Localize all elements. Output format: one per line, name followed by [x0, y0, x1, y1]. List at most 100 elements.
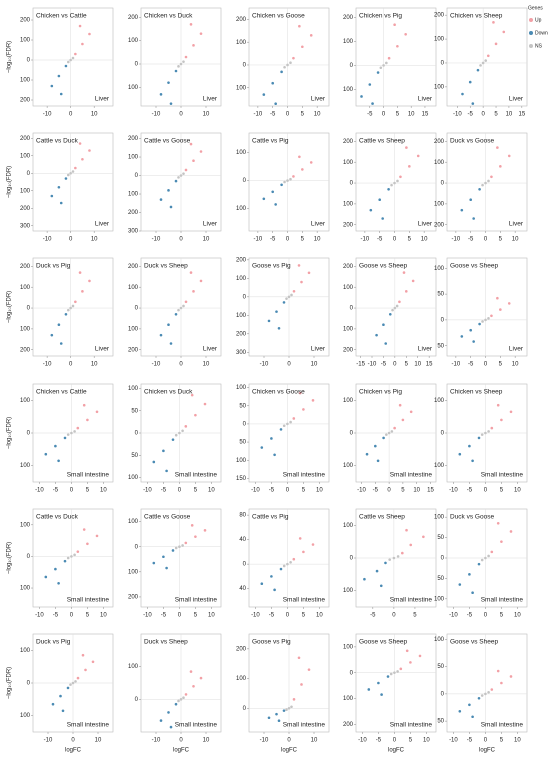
gene-point — [192, 684, 195, 688]
gene-point — [54, 567, 57, 571]
tissue-label: Small intestine — [283, 597, 326, 604]
gene-point — [66, 60, 70, 64]
x-tick-label: 10 — [514, 738, 521, 744]
y-axis-label: −log₁₀(FDR) — [7, 667, 13, 699]
gene-point — [192, 159, 195, 163]
x-tick-label: -10 — [152, 237, 161, 243]
gene-point — [484, 431, 487, 435]
gene-point — [86, 418, 89, 422]
gene-point — [57, 581, 60, 585]
gene-point — [184, 425, 188, 428]
y-tick-label: 100 — [236, 385, 247, 391]
gene-point — [398, 300, 401, 304]
panel-title: Goose vs Pig — [252, 263, 291, 270]
gene-point — [184, 693, 188, 696]
gene-point — [363, 577, 366, 581]
tissue-label: Small intestine — [481, 722, 524, 729]
y-tick-label: 200 — [236, 17, 247, 23]
y-tick-label: 100 — [343, 160, 354, 166]
panel-title: Chicken vs Pig — [359, 389, 402, 396]
gene-point — [360, 95, 363, 98]
x-tick-label: 5 — [405, 362, 409, 368]
gene-point — [177, 65, 180, 68]
y-tick-label: 100 — [128, 285, 139, 291]
y-tick-label: 100 — [20, 153, 31, 159]
x-tick-label: 10 — [512, 362, 519, 368]
x-tick-label: 0 — [286, 488, 290, 494]
gene-point — [385, 433, 388, 436]
gene-point — [95, 410, 99, 414]
y-tick-label: 200 — [20, 18, 31, 24]
gene-point — [458, 452, 462, 456]
panel-title: Cattle vs Pig — [252, 138, 289, 145]
plot-frame — [446, 257, 528, 357]
x-tick-label: 0 — [70, 613, 74, 619]
y-tick-label: 200 — [128, 210, 139, 216]
gene-point — [396, 44, 399, 48]
y-tick-label: 0 — [27, 431, 31, 437]
x-tick-label: 5 — [302, 613, 306, 619]
x-tick-label: 10 — [311, 362, 318, 368]
gene-point — [509, 530, 513, 533]
x-tick-label: 15 — [427, 488, 434, 494]
y-tick-label: 50 — [131, 408, 138, 414]
gene-point — [78, 24, 82, 28]
gene-point — [91, 660, 95, 664]
x-tick-label: -10 — [368, 362, 377, 368]
gene-point — [260, 446, 264, 449]
x-axis-label: logFC — [173, 748, 190, 754]
gene-point — [279, 428, 283, 431]
gene-point — [484, 692, 487, 696]
panel-title: Chicken vs Duck — [144, 13, 193, 20]
x-tick-label: -10 — [452, 362, 461, 368]
y-tick-label: 100 — [20, 648, 31, 654]
gene-point — [64, 177, 68, 180]
gene-point — [76, 426, 80, 430]
y-tick-label: 200 — [128, 595, 139, 601]
x-axis-label: logFC — [479, 748, 496, 754]
legend-swatch — [529, 18, 533, 22]
gene-point — [301, 168, 304, 171]
y-tick-label: 100 — [20, 326, 31, 332]
x-tick-label: -10 — [35, 613, 44, 619]
y-tick-label: 100 — [434, 398, 445, 404]
x-tick-label: 10 — [506, 112, 513, 118]
gene-point — [262, 197, 266, 201]
gene-point — [76, 676, 80, 680]
x-tick-label: 10 — [421, 237, 428, 243]
gene-point — [76, 550, 80, 553]
gene-point — [66, 173, 70, 177]
tissue-label: Small intestine — [175, 472, 218, 479]
gene-point — [487, 430, 490, 433]
tissue-label: Liver — [95, 96, 110, 103]
legend-swatch — [529, 44, 533, 48]
gene-point — [479, 64, 482, 67]
y-tick-label: 100 — [20, 522, 31, 528]
x-tick-label: -5 — [377, 237, 383, 243]
gene-point — [74, 680, 77, 683]
panel-title: Duck vs Goose — [450, 514, 494, 521]
y-tick-label: 200 — [343, 222, 354, 228]
gene-point — [300, 683, 303, 686]
y-tick-label: 100 — [343, 696, 354, 702]
x-tick-label: 5 — [301, 112, 305, 118]
tissue-label: Small intestine — [283, 722, 326, 729]
y-tick-label: 0 — [441, 431, 445, 437]
y-tick-label: 200 — [343, 347, 354, 353]
gene-point — [484, 59, 488, 62]
gene-point — [71, 681, 75, 685]
gene-point — [177, 176, 180, 179]
gene-point — [509, 410, 513, 414]
panel-title: Chicken vs Goose — [252, 13, 305, 20]
panel-title: Cattle vs Duck — [36, 514, 79, 521]
gene-point — [509, 675, 513, 678]
gene-point — [487, 317, 490, 320]
gene-point — [81, 157, 84, 161]
gene-point — [182, 696, 185, 699]
tissue-label: Liver — [203, 346, 218, 353]
x-tick-label: 5 — [500, 613, 504, 619]
plot-frame — [446, 633, 528, 733]
x-tick-label: 10 — [203, 362, 210, 368]
x-tick-label: -10 — [260, 738, 269, 744]
gene-point — [297, 656, 301, 660]
